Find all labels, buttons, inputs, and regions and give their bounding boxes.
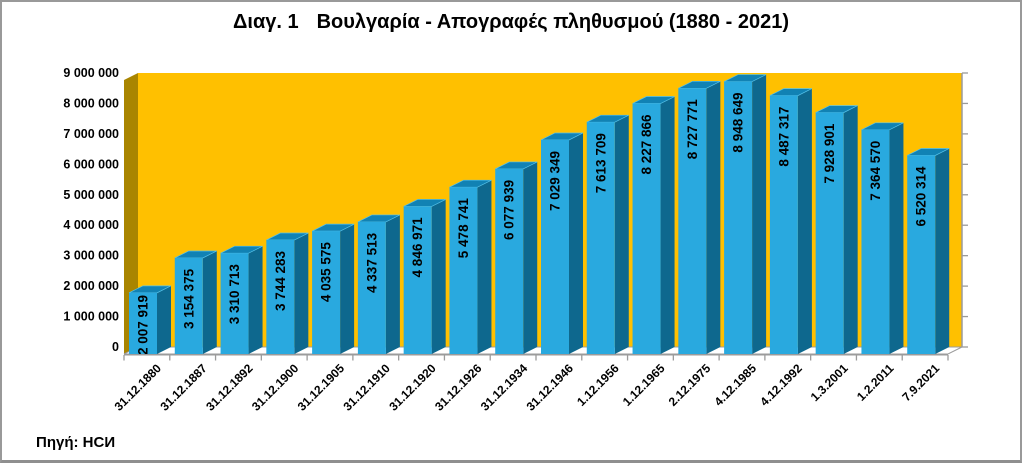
bar-side-face bbox=[889, 122, 904, 354]
source-label: Πηγή: НСИ bbox=[36, 434, 116, 451]
x-axis-tick-label: 31.12.1887 bbox=[157, 361, 210, 414]
x-axis-tick-label: 2.12.1975 bbox=[666, 361, 714, 409]
bar-side-face bbox=[797, 88, 812, 355]
bar-side-face bbox=[614, 115, 629, 354]
bar-side-face bbox=[523, 161, 538, 354]
bar-value-label: 6 077 939 bbox=[502, 180, 517, 240]
bar-1.3.2001 bbox=[815, 112, 844, 355]
bar-side-face bbox=[431, 199, 446, 354]
x-axis-tick-label: 31.12.1920 bbox=[386, 361, 439, 414]
x-axis-tick-label: 4.12.1992 bbox=[757, 361, 805, 409]
bar-1.12.1956 bbox=[586, 122, 615, 354]
bar-side-face bbox=[660, 96, 675, 354]
bar-value-label: 3 744 283 bbox=[273, 250, 288, 311]
bar-4.12.1992 bbox=[769, 95, 798, 355]
bar-value-label: 7 613 709 bbox=[593, 133, 608, 193]
bar-side-face bbox=[248, 246, 263, 354]
x-axis-tick-label: 31.12.1892 bbox=[203, 361, 256, 414]
bar-side-face bbox=[294, 233, 309, 354]
bar-2.12.1975 bbox=[678, 88, 707, 355]
x-axis-tick-label: 31.12.1946 bbox=[524, 361, 577, 414]
bar-value-label: 8 727 771 bbox=[685, 99, 700, 160]
bar-value-label: 3 310 713 bbox=[227, 264, 242, 325]
x-axis-tick-label: 31.12.1910 bbox=[341, 361, 394, 414]
bar-side-face bbox=[157, 285, 171, 354]
bar-31.12.1910 bbox=[357, 221, 386, 354]
bar-31.12.1892 bbox=[220, 253, 249, 354]
x-axis-tick-label: 1.12.1965 bbox=[620, 361, 668, 409]
chart-title: Διαγ. 1 Βουλγαρία - Απογραφές πληθυσμού (… bbox=[2, 11, 1020, 34]
bar-value-label: 6 520 314 bbox=[914, 166, 929, 227]
bar-side-face bbox=[843, 105, 858, 355]
y-axis-tick-label: 7 000 000 bbox=[63, 127, 119, 141]
bar-7.9.2021 bbox=[907, 155, 936, 354]
y-axis-tick-label: 3 000 000 bbox=[63, 249, 119, 263]
bar-top-face bbox=[174, 250, 217, 259]
y-axis-tick-label: 2 000 000 bbox=[63, 279, 119, 293]
bar-value-label: 8 227 866 bbox=[639, 114, 654, 175]
bar-side-face bbox=[340, 224, 355, 354]
x-axis-tick-label: 4.12.1985 bbox=[711, 361, 759, 409]
chart-title-number: Διαγ. 1 bbox=[233, 11, 299, 33]
x-axis-tick-label: 31.12.1880 bbox=[112, 361, 165, 414]
bar-side-face bbox=[706, 81, 721, 355]
bar-value-label: 7 364 570 bbox=[868, 141, 883, 201]
bar-side-face bbox=[935, 148, 950, 354]
x-axis-tick-label: 31.12.1900 bbox=[249, 361, 302, 414]
bar-1.12.1965 bbox=[632, 103, 661, 354]
y-axis-tick-label: 0 bbox=[112, 340, 119, 354]
bar-value-label: 8 487 317 bbox=[776, 107, 791, 167]
bar-31.12.1900 bbox=[266, 240, 295, 354]
x-axis-tick-label: 1.12.1956 bbox=[574, 361, 622, 409]
bar-value-label: 7 928 901 bbox=[822, 123, 837, 184]
x-axis-tick-label: 31.12.1926 bbox=[432, 361, 485, 414]
y-axis-tick-label: 1 000 000 bbox=[63, 310, 119, 324]
chart-title-text: Βουλγαρία - Απογραφές πληθυσμού (1880 - … bbox=[316, 11, 789, 33]
y-axis-tick-label: 5 000 000 bbox=[63, 188, 119, 202]
y-axis-tick-label: 9 000 000 bbox=[63, 66, 119, 80]
bar-side-face bbox=[385, 214, 400, 354]
x-axis-tick-label: 1.2.2011 bbox=[854, 361, 897, 404]
bar-31.12.1946 bbox=[541, 139, 569, 354]
bar-side-face bbox=[202, 250, 217, 354]
x-axis-tick-label: 1.3.2001 bbox=[808, 361, 851, 404]
bar-31.12.1880 bbox=[129, 292, 157, 354]
x-axis-tick-label: 7.9.2021 bbox=[899, 361, 942, 404]
bar-31.12.1905 bbox=[312, 231, 341, 354]
bar-value-label: 5 478 741 bbox=[456, 198, 471, 259]
bar-value-label: 3 154 375 bbox=[181, 268, 196, 329]
bar-1.2.2011 bbox=[861, 129, 890, 354]
bar-31.12.1920 bbox=[403, 206, 432, 354]
y-axis-tick-label: 8 000 000 bbox=[63, 96, 119, 110]
x-axis-tick-label: 31.12.1905 bbox=[295, 361, 348, 414]
bar-value-label: 2 007 919 bbox=[136, 295, 151, 355]
bar-value-label: 4 846 971 bbox=[410, 217, 425, 278]
bar-side-face bbox=[752, 74, 767, 354]
bar-4.12.1985 bbox=[724, 81, 753, 354]
bar-value-label: 8 948 649 bbox=[731, 93, 746, 153]
y-axis-tick-label: 4 000 000 bbox=[63, 218, 119, 232]
bar-value-label: 4 035 575 bbox=[319, 242, 334, 303]
bar-side-face bbox=[477, 180, 492, 354]
x-axis-tick-label: 31.12.1934 bbox=[478, 361, 531, 414]
bar-side-face bbox=[569, 132, 583, 354]
y-axis-tick-label: 6 000 000 bbox=[63, 157, 119, 171]
bar-value-label: 4 337 513 bbox=[364, 232, 379, 293]
bar-31.12.1926 bbox=[449, 187, 478, 354]
bar-value-label: 7 029 349 bbox=[548, 151, 563, 211]
bar-31.12.1887 bbox=[174, 257, 203, 354]
plot-side-wall bbox=[124, 73, 138, 354]
bar-31.12.1934 bbox=[495, 168, 524, 354]
